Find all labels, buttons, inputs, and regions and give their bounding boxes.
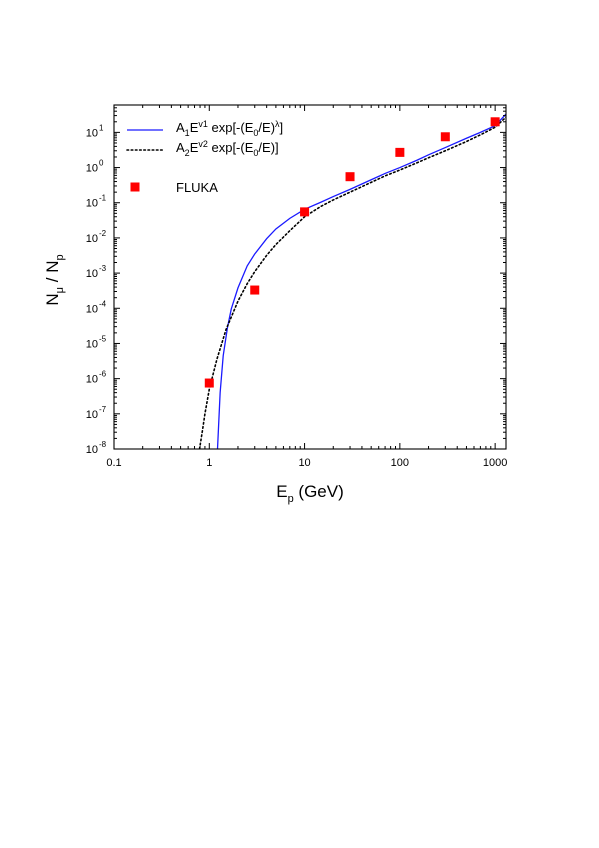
y-tick-exponent: -4	[99, 299, 107, 308]
x-tick-label: 1000	[483, 457, 507, 469]
legend-part: A	[176, 140, 185, 155]
y-tick-exponent: -1	[99, 194, 107, 203]
y-axis-label: Nμ / Np	[43, 254, 66, 305]
legend-part: E	[190, 140, 199, 155]
y-tick-exponent: -5	[99, 334, 107, 343]
legend-part: /E)]	[258, 140, 278, 155]
series-line-1	[216, 113, 506, 449]
y-tick-exponent: -6	[99, 370, 107, 379]
legend-superscript: λ	[275, 119, 280, 129]
y-tick-exponent: -2	[99, 229, 107, 238]
series-line-2	[198, 116, 506, 449]
x-tick-label: 1	[206, 457, 212, 469]
x-axis-label: Ep (GeV)	[276, 482, 344, 505]
legend-superscript: v2	[198, 139, 208, 149]
y-tick-label: 10	[86, 127, 98, 139]
legend-part: E	[190, 120, 199, 135]
y-axis-label-a-sub: μ	[54, 287, 66, 293]
legend-part: exp[-(E	[208, 140, 254, 155]
legend-part: ]	[280, 120, 284, 135]
x-tick-label: 0.1	[106, 457, 121, 469]
data-point-fluka-4	[345, 172, 355, 182]
legend-part: A	[176, 120, 185, 135]
y-tick-label: 10	[86, 268, 98, 280]
y-tick-label: 10	[86, 163, 98, 175]
y-tick-label: 10	[86, 233, 98, 245]
legend: A1Ev1 exp[-(E0/E)λ]A2Ev2 exp[-(E0/E)]FLU…	[126, 119, 283, 195]
x-axis-label-main: E	[276, 482, 287, 501]
legend-label-2: A2Ev2 exp[-(E0/E)]	[176, 139, 279, 158]
y-tick-label: 10	[86, 198, 98, 210]
legend-label-1: A1Ev1 exp[-(E0/E)λ]	[176, 119, 283, 138]
legend-part: /E)	[258, 120, 275, 135]
legend-label-fluka: FLUKA	[176, 180, 218, 195]
legend-subscript: 2	[185, 148, 190, 158]
y-axis-label-b-sub: p	[54, 254, 66, 260]
legend-subscript: 0	[253, 148, 258, 158]
legend-subscript: 1	[185, 128, 190, 138]
x-axis-label-rest: (GeV)	[294, 482, 344, 501]
y-tick-exponent: -3	[99, 264, 107, 273]
y-tick-exponent: -7	[99, 405, 107, 414]
data-point-fluka-3	[300, 207, 310, 217]
data-point-fluka-6	[440, 132, 450, 142]
data-point-fluka-1	[204, 378, 214, 388]
y-tick-label: 10	[86, 409, 98, 421]
legend-part: exp[-(E	[208, 120, 254, 135]
data-point-fluka-2	[250, 285, 260, 295]
y-tick-exponent: 0	[99, 159, 104, 168]
x-tick-label: 10	[298, 457, 310, 469]
legend-subscript: 0	[253, 128, 258, 138]
plot-area	[198, 113, 506, 449]
series-group	[198, 113, 506, 449]
y-tick-label: 10	[86, 338, 98, 350]
data-point-fluka-5	[395, 147, 405, 157]
data-point-fluka-7	[490, 117, 500, 127]
legend-superscript: v1	[198, 119, 208, 129]
y-tick-exponent: -8	[99, 440, 107, 449]
x-tick-label: 100	[391, 457, 409, 469]
y-tick-exponent: 1	[99, 123, 104, 132]
legend-swatch-fluka	[130, 182, 140, 192]
y-tick-label: 10	[86, 374, 98, 386]
y-tick-label: 10	[86, 444, 98, 456]
x-axis-label-sub: p	[288, 493, 294, 505]
y-tick-label: 10	[86, 303, 98, 315]
y-axis-label-mid: / N	[43, 261, 62, 287]
y-axis-label-a: N	[43, 293, 62, 305]
